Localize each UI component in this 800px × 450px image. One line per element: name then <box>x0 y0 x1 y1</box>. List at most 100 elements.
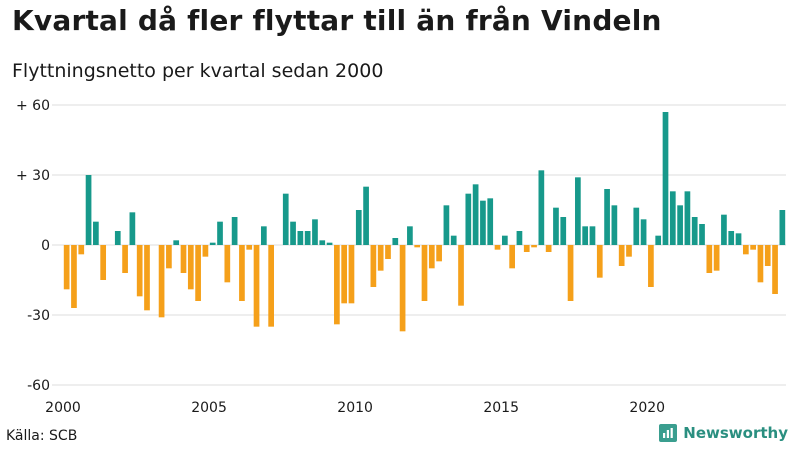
bar <box>253 245 260 327</box>
bar <box>129 212 136 245</box>
bar <box>575 177 581 245</box>
bar <box>195 245 201 301</box>
y-tick-label: -60 <box>27 378 50 394</box>
bar <box>334 245 340 325</box>
bar <box>377 245 384 271</box>
bar <box>669 191 676 245</box>
bar <box>531 245 537 248</box>
bar <box>202 245 209 257</box>
bar <box>443 205 450 245</box>
bar <box>217 221 223 245</box>
bar <box>63 245 70 290</box>
bar <box>764 245 771 266</box>
x-tick-label: 2000 <box>45 400 81 416</box>
bar <box>458 245 464 306</box>
bar <box>370 245 377 287</box>
bar <box>538 170 545 245</box>
x-tick-label: 2010 <box>337 400 373 416</box>
bar <box>297 231 304 245</box>
bar <box>239 245 245 301</box>
bar <box>290 221 296 245</box>
bar <box>480 200 486 245</box>
bar <box>282 193 289 245</box>
x-tick-label: 2015 <box>483 400 519 416</box>
bar <box>85 175 92 245</box>
bar <box>392 238 399 245</box>
bar <box>516 231 523 245</box>
bar <box>450 235 457 245</box>
bar <box>596 245 603 278</box>
bar <box>742 245 749 255</box>
bar <box>428 245 435 269</box>
bar <box>706 245 713 273</box>
x-tick-label: 2005 <box>191 400 227 416</box>
bar <box>772 245 778 294</box>
bar <box>662 112 669 245</box>
bar <box>494 245 501 250</box>
source-note: Källa: SCB <box>6 428 78 444</box>
bar <box>399 245 406 332</box>
bar <box>100 245 107 280</box>
bar <box>209 242 216 245</box>
x-tick-label: 2020 <box>629 400 665 416</box>
bar <box>523 245 530 252</box>
bar <box>407 226 413 245</box>
bar <box>713 245 720 271</box>
bar <box>677 205 683 245</box>
bar <box>640 219 647 245</box>
bar <box>553 207 559 245</box>
bar <box>122 245 128 273</box>
bar <box>231 217 238 245</box>
bar <box>487 198 494 245</box>
bar <box>268 245 274 327</box>
chart-subtitle: Flyttningsnetto per kvartal sedan 2000 <box>12 60 384 82</box>
bar <box>312 219 318 245</box>
bar <box>166 245 172 269</box>
bar <box>684 191 691 245</box>
bar <box>114 231 121 245</box>
bar <box>567 245 574 301</box>
bar <box>545 245 552 252</box>
bar <box>224 245 231 283</box>
bar <box>582 226 589 245</box>
bar <box>319 240 326 245</box>
bar <box>721 214 727 245</box>
chart-title: Kvartal då fler flyttar till än från Vin… <box>12 4 662 37</box>
bar <box>633 207 640 245</box>
bar <box>472 184 479 245</box>
bar <box>173 240 180 245</box>
bar <box>385 245 391 259</box>
bar <box>71 245 77 308</box>
bar <box>626 245 632 257</box>
bar <box>348 245 355 304</box>
bar <box>436 245 442 262</box>
y-tick-label: + 60 <box>16 98 50 114</box>
bar <box>187 245 194 290</box>
bar <box>260 226 267 245</box>
bar <box>501 235 508 245</box>
bar <box>604 189 610 245</box>
bar <box>648 245 654 287</box>
y-tick-label: 0 <box>41 238 50 254</box>
bar <box>618 245 625 266</box>
bar <box>363 186 369 245</box>
brand-name: Newsworthy <box>683 424 788 442</box>
bar <box>144 245 150 311</box>
bar <box>611 205 618 245</box>
bar <box>78 245 85 255</box>
bar <box>326 242 333 245</box>
bar <box>757 245 764 283</box>
y-tick-label: + 30 <box>16 168 50 184</box>
bar <box>341 245 348 304</box>
bar <box>421 245 428 301</box>
brand-logo: Newsworthy <box>659 424 788 442</box>
bar <box>93 221 99 245</box>
bar <box>779 210 786 245</box>
bar <box>509 245 515 269</box>
bar <box>735 233 742 245</box>
bar <box>465 193 472 245</box>
bar <box>655 235 662 245</box>
bar <box>589 226 596 245</box>
bar <box>699 224 705 245</box>
